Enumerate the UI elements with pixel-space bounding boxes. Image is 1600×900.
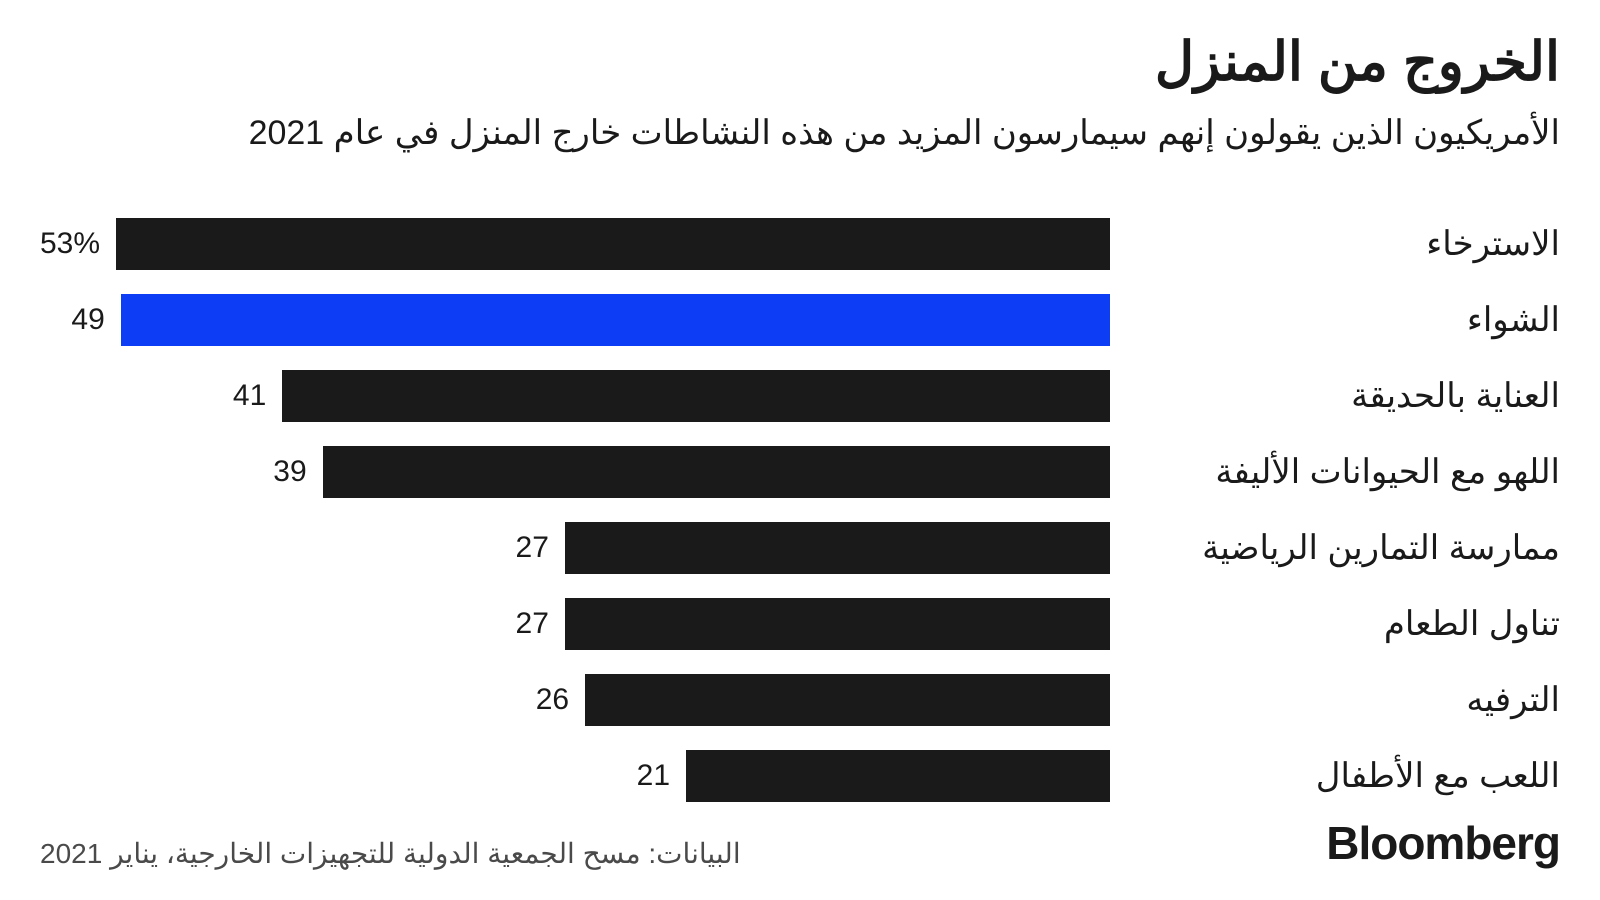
bar	[116, 218, 1110, 270]
value-label: 39	[273, 455, 306, 489]
bar-wrap: 41	[40, 370, 1110, 422]
category-label: اللعب مع الأطفال	[1110, 756, 1560, 796]
bar-row: العناية بالحديقة 41	[40, 365, 1560, 427]
bar	[282, 370, 1110, 422]
bar-row: اللهو مع الحيوانات الأليفة 39	[40, 441, 1560, 503]
bar	[565, 522, 1110, 574]
chart-footer: Bloomberg البيانات: مسح الجمعية الدولية …	[40, 816, 1560, 870]
bar-wrap: 27	[40, 522, 1110, 574]
bar-row: تناول الطعام 27	[40, 593, 1560, 655]
chart-container: الخروج من المنزل الأمريكيون الذين يقولون…	[0, 0, 1600, 900]
value-label: 21	[637, 759, 670, 793]
bar	[323, 446, 1110, 498]
bar-row: الترفيه 26	[40, 669, 1560, 731]
bar-row: الشواء 49	[40, 289, 1560, 351]
category-label: الشواء	[1110, 300, 1560, 340]
bar-wrap: 53%	[40, 218, 1110, 270]
bar-row: اللعب مع الأطفال 21	[40, 745, 1560, 807]
chart-subtitle: الأمريكيون الذين يقولون إنهم سيمارسون ال…	[40, 113, 1560, 153]
bar-wrap: 49	[40, 294, 1110, 346]
bar	[121, 294, 1110, 346]
category-label: العناية بالحديقة	[1110, 376, 1560, 416]
chart-area: الاسترخاء53%الشواء49العناية بالحديقة41ال…	[40, 213, 1560, 807]
category-label: ممارسة التمارين الرياضية	[1110, 528, 1560, 568]
bar	[585, 674, 1110, 726]
value-label: 53%	[40, 227, 100, 261]
bar-row: ممارسة التمارين الرياضية 27	[40, 517, 1560, 579]
category-label: تناول الطعام	[1110, 604, 1560, 644]
bar	[565, 598, 1110, 650]
value-label: 49	[71, 303, 104, 337]
bar-row: الاسترخاء 53%	[40, 213, 1560, 275]
chart-title: الخروج من المنزل	[40, 30, 1560, 93]
category-label: الاسترخاء	[1110, 224, 1560, 264]
bar	[686, 750, 1110, 802]
bar-wrap: 21	[40, 750, 1110, 802]
value-label: 27	[516, 531, 549, 565]
bar-wrap: 26	[40, 674, 1110, 726]
value-label: 41	[233, 379, 266, 413]
value-label: 27	[516, 607, 549, 641]
value-label: 26	[536, 683, 569, 717]
bar-wrap: 27	[40, 598, 1110, 650]
bar-wrap: 39	[40, 446, 1110, 498]
brand-logo: Bloomberg	[1326, 816, 1560, 870]
category-label: اللهو مع الحيوانات الأليفة	[1110, 452, 1560, 492]
category-label: الترفيه	[1110, 680, 1560, 720]
source-text: البيانات: مسح الجمعية الدولية للتجهيزات …	[40, 837, 741, 870]
